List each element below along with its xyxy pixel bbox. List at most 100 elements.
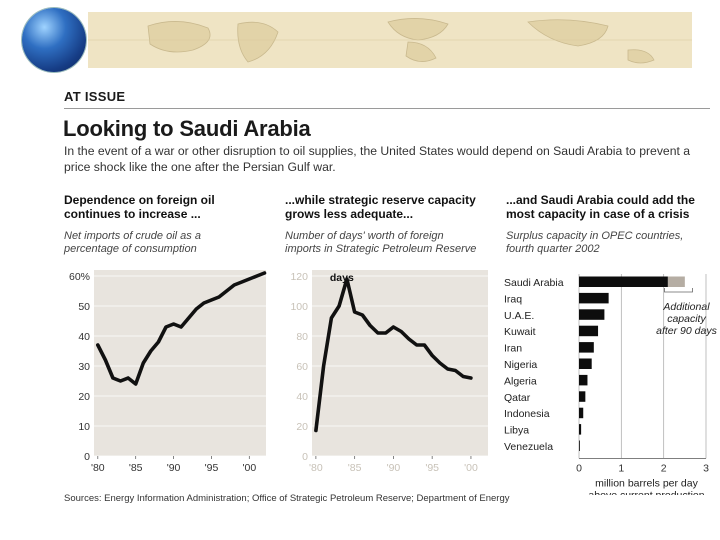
chart1-data-point [240, 280, 243, 284]
chart1-data-point [119, 379, 122, 383]
panel-1-subtitle-line2: percentage of consumption [64, 243, 197, 255]
panel-2-subtitle-line2: imports in Strategic Petroleum Reserve [285, 243, 477, 255]
chart3-bar [579, 342, 594, 353]
chart1-data-point [126, 376, 130, 380]
world-map-image [88, 12, 692, 68]
chart2-ytick-label: 100 [290, 301, 308, 313]
panel-2-title-line2: grows less adequate... [285, 207, 414, 221]
chart2-data-point [337, 304, 341, 308]
panel-3-subtitle-line1: Surplus capacity in OPEC countries, [506, 230, 684, 242]
panel-2-title-line1: ...while strategic reserve capacity [285, 193, 476, 207]
chart1-data-point [179, 325, 183, 329]
chart3-bar [579, 358, 592, 369]
chart2-data-point [384, 331, 387, 335]
chart3-category-label: Indonesia [504, 408, 550, 420]
chart3-annotation-line2: capacity [667, 313, 706, 325]
panel-3-header: ...and Saudi Arabia could add the most c… [506, 193, 716, 256]
chart1-ytick-label: 40 [78, 331, 90, 343]
panel-1-subtitle-line1: Net imports of crude oil as a [64, 230, 201, 242]
chart2-data-point [314, 429, 318, 432]
chart2-ytick-label: 20 [296, 421, 308, 433]
globe-icon [22, 8, 86, 72]
chart2-ytick-label: 80 [296, 331, 308, 343]
chart3-xtick-label: 3 [703, 462, 709, 474]
chart3-xtick-label: 0 [576, 462, 582, 474]
chart1-data-point [263, 271, 266, 275]
chart1-xtick-label: '90 [167, 462, 181, 474]
chart2-data-point [361, 313, 364, 317]
chart2-data-point [454, 369, 457, 372]
chart1-data-point [149, 349, 153, 353]
chart1-ytick-label: 20 [78, 391, 90, 403]
chart2-xtick-label: '85 [348, 462, 362, 474]
chart3-category-label: Qatar [504, 392, 531, 404]
chart2-ytick-label: 0 [302, 451, 308, 463]
chart1-ytick-label: 10 [78, 421, 90, 433]
opec-capacity-bar-chart: 0 1 2 3 Saudi Arabia Iraq U.A.E. Kuwait Iran Nige… [504, 274, 718, 495]
chart1-xtick-label: '85 [129, 462, 143, 474]
source-note: Sources: Energy Information Administrati… [64, 493, 510, 504]
chart1-ytick-label: 30 [78, 361, 90, 373]
chart3-category-label: Venezuela [504, 441, 553, 453]
chart3-bar [579, 391, 586, 402]
chart2-ytick-label: 60 [296, 361, 308, 373]
chart2-xtick-label: '80 [309, 462, 323, 474]
chart3-annotation-bracket [664, 288, 693, 293]
page-dek: In the event of a war or other disruptio… [64, 144, 691, 174]
chart2-data-point [415, 343, 418, 347]
chart3-category-label: Libya [504, 425, 529, 437]
chart3-bar [579, 440, 580, 451]
chart2-data-point [407, 337, 411, 341]
chart3-category-label: Kuwait [504, 326, 536, 338]
chart1-ytick-label: 50 [78, 301, 90, 313]
chart3-category-label: Saudi Arabia [504, 277, 564, 289]
panel-3-title-line2: most capacity in case of a crisis [506, 207, 690, 221]
chart3-bar [579, 407, 584, 419]
chart1-plot-area [94, 270, 266, 456]
chart2-data-point [345, 277, 349, 281]
chart2-ytick-label: 40 [296, 391, 308, 403]
chart3-annotation-line3: after 90 days [656, 325, 717, 337]
chart1-data-point [232, 283, 236, 287]
panel-3-title-line1: ...and Saudi Arabia could add the [506, 193, 695, 207]
chart3-category-label: Nigeria [504, 359, 537, 371]
chart3-category-label: Iraq [504, 293, 522, 305]
chart1-data-point [134, 382, 137, 386]
chart2-data-point [438, 361, 442, 365]
chart3-xlabel-line2: above current production [588, 489, 704, 495]
chart2-data-point [330, 316, 333, 320]
chart3-bar [579, 325, 599, 337]
chart3-category-label: Algeria [504, 375, 537, 387]
chart2-data-point [368, 324, 372, 327]
chart1-data-point [111, 376, 115, 380]
chart1-xtick-label: '00 [242, 462, 256, 474]
chart1-data-point [96, 343, 99, 347]
reserve-line-chart: 0 20 40 60 80 100 120 '80 '85 '90 '95 '00 days [290, 270, 488, 474]
chart2-unit-label: days [330, 272, 354, 284]
chart3-category-label: Iran [504, 343, 522, 355]
divider [64, 108, 710, 109]
chart3-annotation-line1: Additional [662, 301, 710, 313]
header-banner [0, 0, 720, 72]
chart3-bar-additional [667, 276, 685, 287]
chart2-data-point [469, 376, 473, 380]
chart1-data-point [255, 274, 259, 278]
chart2-plot-area [312, 270, 488, 456]
chart1-data-point [104, 358, 107, 362]
chart3-bar [579, 309, 605, 320]
chart1-data-point [142, 361, 145, 365]
page-title: Looking to Saudi Arabia [63, 116, 311, 141]
chart3-bar [579, 276, 668, 287]
chart1-data-point [217, 295, 221, 299]
chart2-xtick-label: '90 [387, 462, 401, 474]
chart1-data-point [202, 301, 206, 305]
panel-2-header: ...while strategic reserve capacity grow… [285, 193, 500, 256]
chart3-bar [579, 374, 588, 386]
chart3-bar [579, 292, 609, 304]
chart3-xtick-label: 1 [618, 462, 624, 474]
chart3-bar [579, 424, 582, 435]
chart3-category-label: U.A.E. [504, 310, 534, 322]
panel-1-title-line2: continues to increase ... [64, 207, 201, 221]
chart1-data-point [225, 289, 228, 293]
chart2-data-point [376, 331, 380, 335]
